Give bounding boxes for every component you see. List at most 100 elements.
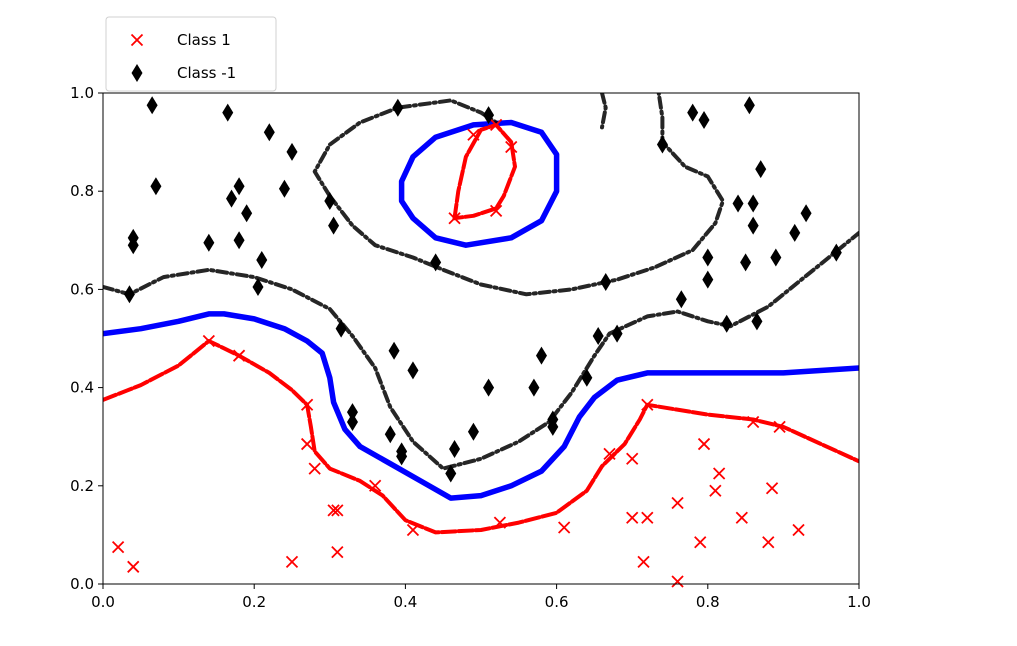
class-neg1-point (483, 106, 495, 125)
class1-point (505, 140, 518, 154)
class-neg1-point (384, 425, 396, 444)
class-neg1-point (233, 177, 245, 196)
class1-point (773, 420, 786, 434)
class1-point (792, 523, 805, 537)
class-neg1-point (740, 253, 752, 272)
class1-point (331, 545, 344, 559)
class-neg1-point (233, 231, 245, 250)
class-neg1-point (698, 111, 710, 130)
class1-point (448, 212, 461, 225)
axis-layer: 0.0 0.2 0.4 0.6 0.8 1.0 0.0 0.2 0.4 0.6 0.8 1.0 (70, 84, 871, 611)
class-neg1-point (528, 378, 540, 397)
x-tick-label: 1.0 (847, 593, 871, 611)
y-tick-label: 0.8 (70, 182, 94, 200)
class-neg1-point (789, 223, 801, 242)
y-tick-label: 1.0 (70, 84, 94, 102)
class-neg1-point (687, 103, 699, 122)
class1-point (406, 523, 420, 537)
point-layer (111, 96, 842, 588)
class1-point (603, 447, 616, 461)
class-neg1-point (346, 412, 358, 431)
class-neg1-point (335, 319, 347, 338)
class-neg1-point (743, 96, 755, 115)
class-neg1-point (770, 248, 782, 267)
class-neg1-point (222, 103, 234, 122)
x-tick-label: 0.6 (545, 593, 569, 611)
class-neg1-point (830, 243, 842, 262)
class-neg1-point (328, 216, 340, 235)
class-neg1-point (675, 290, 687, 309)
class1-point (331, 504, 344, 517)
class1-point (489, 204, 503, 217)
class1-point (127, 560, 140, 573)
class1-point (765, 482, 779, 495)
class-neg1-point (467, 422, 479, 441)
y-tick-label: 0.2 (70, 477, 94, 495)
class-neg1-point (535, 346, 547, 365)
class-neg1-point (592, 327, 604, 346)
legend: Class 1 Class -1 (105, 16, 277, 92)
class-neg1-point (732, 194, 744, 213)
legend-marker-class1 (130, 33, 144, 47)
contour-class1-margin-1 (452, 122, 517, 221)
contour-class1-margin-0 (103, 339, 859, 535)
class-neg1-point (241, 204, 253, 223)
class1-point (467, 128, 480, 141)
class-neg1-point (547, 417, 559, 436)
class-neg1-point (346, 403, 358, 422)
class-neg1-point (445, 464, 457, 483)
class1-point (735, 511, 748, 524)
legend-label: Class 1 (177, 31, 231, 49)
class-neg1-point (751, 312, 763, 331)
class1-point (285, 555, 299, 569)
class-neg1-point (430, 253, 442, 272)
class1-point (641, 511, 654, 524)
class-neg1-point (407, 361, 419, 380)
class1-point (671, 575, 684, 588)
class1-point (626, 452, 639, 465)
class-neg1-point (581, 368, 593, 387)
class1-point (713, 467, 726, 480)
plot-frame (102, 92, 860, 585)
y-tick-label: 0.0 (70, 575, 94, 593)
contour-class-neg1-margin-2 (327, 93, 725, 297)
x-tick-label: 0.2 (242, 593, 266, 611)
class1-point (489, 118, 503, 132)
contour-boundary-1 (398, 119, 560, 248)
class-neg1-point (392, 98, 404, 117)
class1-point (694, 536, 707, 549)
class-neg1-point (123, 285, 135, 304)
legend-label: Class -1 (177, 64, 236, 82)
class1-point (558, 521, 571, 534)
class1-point (493, 516, 507, 529)
class-neg1-point (449, 439, 461, 458)
class1-point (697, 437, 711, 451)
class-neg1-point (747, 194, 759, 213)
class-neg1-point (203, 233, 215, 252)
class-neg1-point (611, 324, 623, 343)
class1-point (327, 504, 340, 517)
class-neg1-point (747, 216, 759, 235)
class-neg1-point (256, 250, 268, 269)
class1-point (232, 349, 246, 362)
class-neg1-point (150, 177, 162, 196)
x-tick-label: 0.4 (393, 593, 417, 611)
class-neg1-point (396, 447, 408, 466)
class1-point (671, 496, 684, 510)
plot-area (103, 93, 859, 584)
class-neg1-point (146, 96, 158, 115)
class1-point (626, 511, 639, 524)
class1-point (202, 334, 215, 348)
class1-point (641, 398, 654, 411)
class-neg1-point (800, 204, 812, 223)
class-neg1-point (263, 123, 275, 142)
y-tick-label: 0.6 (70, 280, 94, 298)
class-neg1-point (286, 142, 298, 161)
class1-point (300, 437, 314, 451)
class1-point (300, 398, 314, 411)
class1-point (709, 484, 722, 497)
class-neg1-point (226, 189, 238, 208)
class-neg1-point (324, 192, 336, 211)
class-neg1-point (721, 314, 733, 333)
y-tick-label: 0.4 (70, 379, 94, 397)
